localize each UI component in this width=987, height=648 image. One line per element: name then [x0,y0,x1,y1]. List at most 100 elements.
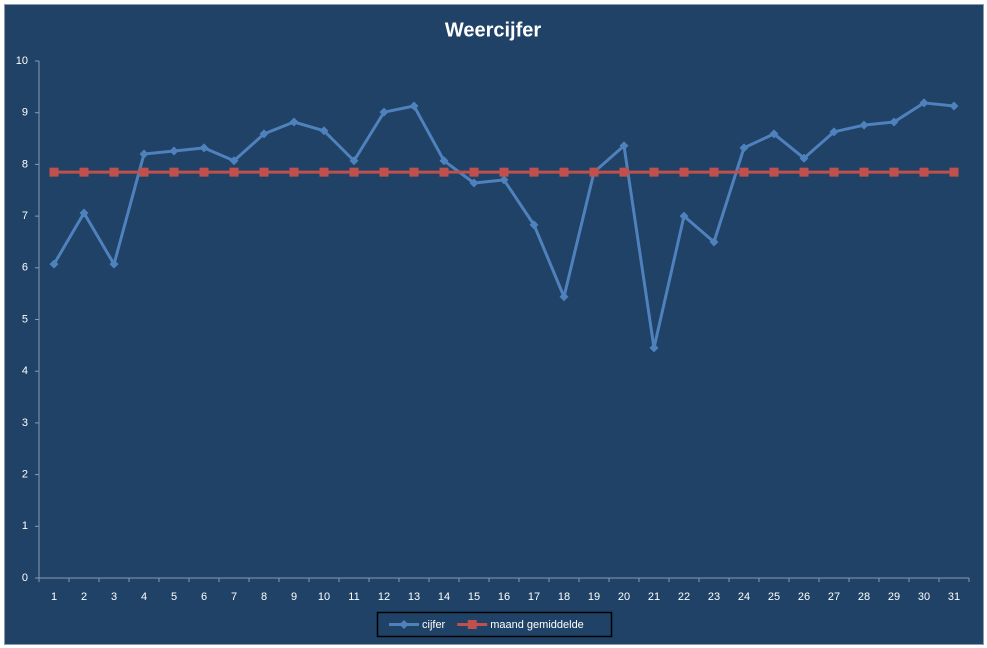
point [139,167,149,177]
point [679,211,689,221]
point [259,167,269,177]
point [589,167,599,177]
point [439,156,449,166]
point [769,167,779,177]
x-tick-label: 17 [528,591,540,603]
x-tick-label: 6 [201,591,207,603]
y-tick-label: 2 [22,469,28,481]
y-tick-label: 1 [22,520,28,532]
point [499,175,509,185]
legend-marker [467,620,477,629]
point [709,237,719,247]
x-tick-label: 8 [261,591,267,603]
x-tick-label: 16 [498,591,510,603]
x-tick-label: 30 [918,591,930,603]
point [229,156,239,166]
point [199,143,209,153]
point [169,146,179,156]
point [349,156,359,166]
x-tick-label: 29 [888,591,900,603]
x-tick-label: 23 [708,591,720,603]
point [319,167,329,177]
x-tick-label: 28 [858,591,870,603]
point [619,141,629,151]
x-tick-label: 18 [558,591,570,603]
y-tick-label: 7 [22,210,28,222]
point [79,208,89,218]
x-tick-label: 20 [618,591,630,603]
x-tick-label: 25 [768,591,780,603]
x-tick-label: 14 [438,591,450,603]
point [319,126,329,136]
point [379,107,389,117]
y-tick-label: 5 [22,313,28,325]
x-tick-label: 19 [588,591,600,603]
point [559,167,569,177]
point [409,101,419,111]
x-tick-label: 26 [798,591,810,603]
x-tick-label: 21 [648,591,660,603]
point [799,167,809,177]
point [169,167,179,177]
y-tick-label: 4 [22,365,28,377]
chart-area [4,4,984,645]
point [739,143,749,153]
chart-title: Weercijfer [445,19,542,41]
x-tick-label: 31 [948,591,960,603]
point [109,259,119,269]
point [919,98,929,108]
x-tick-label: 9 [291,591,297,603]
point [649,343,659,353]
point [949,101,959,111]
x-tick-label: 13 [408,591,420,603]
point [469,178,479,188]
point [769,129,779,139]
point [709,167,719,177]
x-tick-label: 4 [141,591,147,603]
point [409,167,419,177]
point [529,167,539,177]
point [559,292,569,302]
point [649,167,659,177]
x-tick-label: 10 [318,591,330,603]
y-tick-label: 8 [22,158,28,170]
y-tick-label: 6 [22,262,28,274]
y-tick-label: 9 [22,107,28,119]
point [199,167,209,177]
x-tick-label: 27 [828,591,840,603]
legend-marker [399,620,409,629]
x-tick-label: 15 [468,591,480,603]
point [529,220,539,230]
point [889,117,899,127]
point [49,259,59,269]
point [799,153,809,163]
point [829,167,839,177]
point [139,149,149,159]
point [739,167,749,177]
x-tick-label: 12 [378,591,390,603]
x-tick-label: 24 [738,591,750,603]
point [859,120,869,130]
point [109,167,119,177]
point [919,167,929,177]
point [229,167,239,177]
point [379,167,389,177]
point [469,167,479,177]
x-tick-label: 7 [231,591,237,603]
x-tick-label: 1 [51,591,57,603]
y-tick-label: 3 [22,417,28,429]
point [889,167,899,177]
point [679,167,689,177]
legend-label: cijfer [422,619,446,631]
point [49,167,59,177]
point [289,167,299,177]
point [259,129,269,139]
x-tick-label: 22 [678,591,690,603]
point [829,127,839,137]
x-tick-label: 5 [171,591,177,603]
point [439,167,449,177]
point [619,167,629,177]
point [499,167,509,177]
